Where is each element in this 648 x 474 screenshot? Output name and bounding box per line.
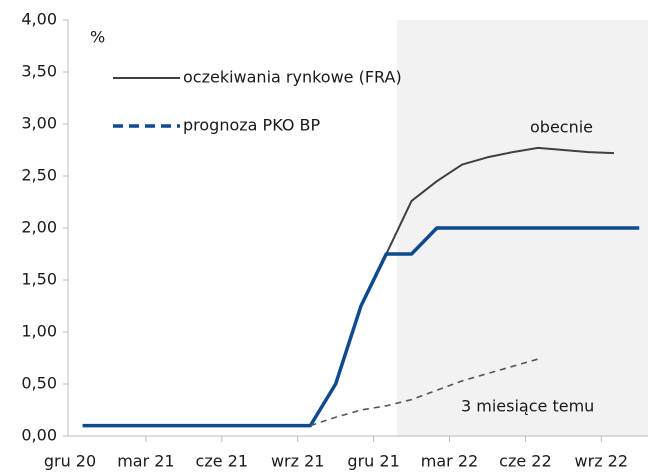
y-tick-label: 0,50 xyxy=(21,374,57,393)
y-tick-label: 2,00 xyxy=(21,218,57,237)
x-tick-label: wrz 22 xyxy=(575,452,629,471)
x-tick-label: wrz 21 xyxy=(271,452,325,471)
x-tick-label: gru 20 xyxy=(44,452,96,471)
y-tick-label: 4,00 xyxy=(21,10,57,29)
annotation: obecnie xyxy=(530,118,593,137)
y-tick-label: 3,00 xyxy=(21,114,57,133)
y-tick-label: 2,50 xyxy=(21,166,57,185)
x-tick-label: mar 22 xyxy=(421,452,478,471)
line-series xyxy=(82,226,640,428)
x-tick-label: mar 21 xyxy=(117,452,174,471)
series-label: 3 miesiące temu xyxy=(461,397,594,416)
y-unit: % xyxy=(90,28,105,47)
y-tick-label: 1,50 xyxy=(21,270,57,289)
x-tick-label: gru 21 xyxy=(347,452,399,471)
line-series xyxy=(310,358,539,427)
y-tick-label: 1,00 xyxy=(21,322,57,341)
legend-label: prognoza PKO BP xyxy=(183,116,320,135)
y-tick-label: 3,50 xyxy=(21,62,57,81)
y-tick-label: 0,00 xyxy=(21,426,57,445)
x-tick-label: cze 21 xyxy=(196,452,248,471)
legend-label: oczekiwania rynkowe (FRA) xyxy=(183,68,402,87)
x-tick-label: cze 22 xyxy=(499,452,551,471)
